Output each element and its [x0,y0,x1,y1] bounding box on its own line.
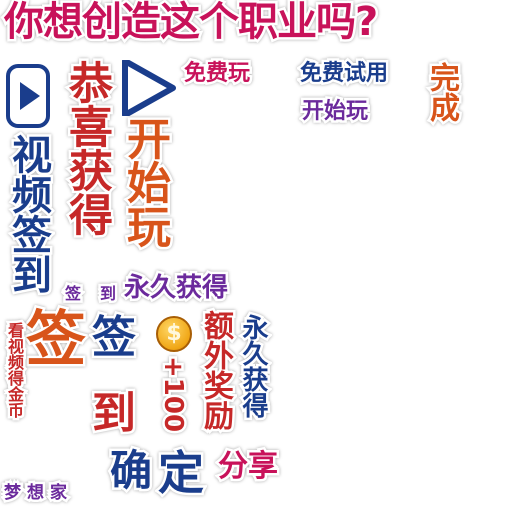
free-play-label[interactable]: 免费玩 [181,60,252,87]
page-title: 你想创造这个职业吗? [1,0,380,45]
signin-big-label[interactable]: 签 [24,305,89,375]
arrive-small-label: 到 [97,283,118,304]
confirm-second-label[interactable]: 定 [156,446,207,500]
dreamer-label: 梦想家 [2,482,73,504]
forever-obtain-label: 永久获得 [121,273,230,304]
start-play-small-label[interactable]: 开始玩 [299,98,370,125]
start-play-big-label[interactable]: 开始玩 [117,114,173,251]
play-triangle-icon[interactable] [118,60,180,116]
watch-video-coins-label[interactable]: 看视频得金币 [3,320,27,421]
signin-medium-label[interactable]: 签 [90,312,139,363]
coin-icon: $ [156,316,192,352]
video-signin-label[interactable]: 视频签到 [3,132,54,297]
share-label[interactable]: 分享 [216,449,281,484]
free-trial-label[interactable]: 免费试用 [297,60,390,87]
play-triangle-icon [20,82,40,110]
extra-reward-label: 额外奖励 [196,308,236,433]
signin-small-label: 签 [62,283,83,304]
forever-obtain-vertical-label: 永久获得 [236,312,271,421]
complete-label[interactable]: 完成 [422,60,462,125]
reward-amount: +100 [156,353,191,434]
arrive-medium-label[interactable]: 到 [90,388,139,439]
play-icon[interactable] [6,64,50,128]
congrats-obtained-label: 恭喜获得 [59,58,115,239]
confirm-label[interactable]: 确 [107,446,154,495]
